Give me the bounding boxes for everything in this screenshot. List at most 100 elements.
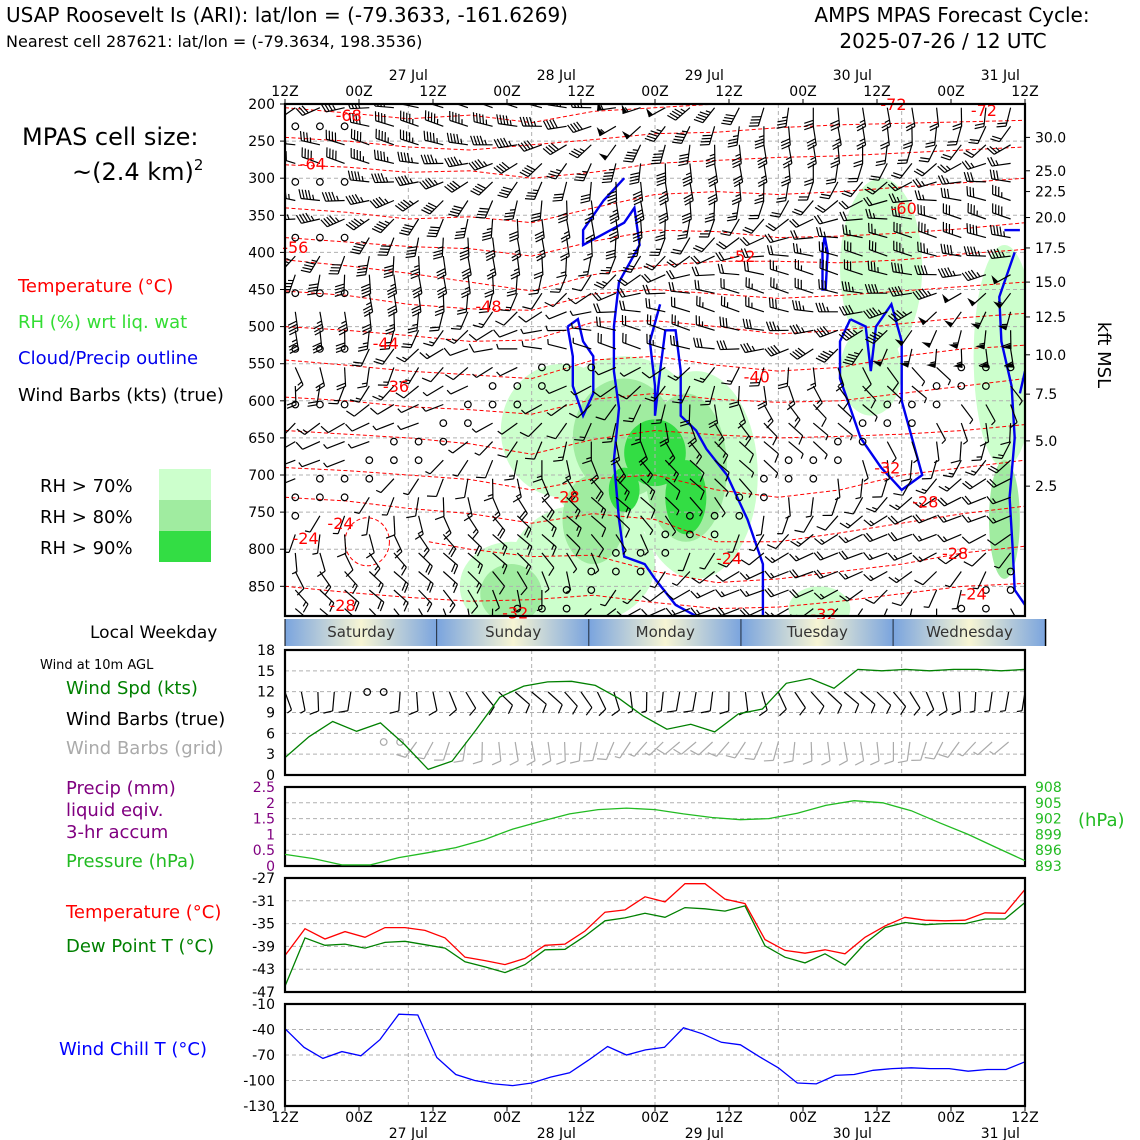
wind-barb: [967, 292, 987, 307]
wind-barb: [693, 367, 716, 383]
wind-barb: [553, 441, 568, 462]
wind-barb: [914, 265, 937, 276]
wind-barb: [571, 274, 592, 292]
wind-barb-grid: [783, 741, 796, 764]
weekday-segment: [437, 619, 590, 646]
y-tick-label: 2: [266, 796, 275, 812]
wind-barb: [638, 441, 648, 466]
wind-barb: [544, 292, 568, 308]
wind-barb: [951, 589, 962, 610]
wind-barb: [461, 274, 471, 299]
wind-barb: [891, 206, 913, 220]
wind-barb: [865, 208, 888, 220]
wind-barb: [340, 122, 349, 131]
wind-barb: [365, 474, 374, 483]
wind-barb: [472, 311, 494, 329]
wind-barb: [888, 285, 912, 297]
wind-barb: [782, 144, 793, 169]
wind-barb: [937, 533, 962, 543]
legend-cloud: Cloud/Precip outline: [18, 348, 198, 369]
precip-label-1: Precip (mm): [66, 778, 176, 799]
wind-barb: [312, 534, 321, 555]
wind-barb: [641, 273, 666, 283]
wind-barb: [932, 382, 941, 390]
wind-barb: [294, 608, 311, 616]
windchill-label: Wind Chill T (°C): [59, 1039, 207, 1060]
wind-barb: [319, 571, 332, 596]
station-title: USAP Roosevelt Is (ARI): lat/lon = (-79.…: [6, 3, 568, 27]
y-tick-label: -27: [252, 871, 275, 887]
y-tick-label: 1.5: [253, 812, 275, 828]
wind-barb: [468, 159, 493, 171]
weekday-segment: [741, 619, 894, 646]
wind-barb: [669, 335, 691, 350]
wind-barb: [765, 321, 789, 332]
wind-barb: [442, 534, 457, 558]
wind-spd-label: Wind Spd (kts): [66, 678, 198, 699]
wind-barb: [617, 274, 641, 287]
wind-barb: [345, 422, 370, 432]
wind-barb: [679, 404, 691, 427]
wind-barb: [403, 478, 420, 496]
wind-barb: [436, 274, 448, 299]
wind-barb: [987, 459, 1012, 474]
wind-barb: [474, 104, 493, 109]
wind-barb: [423, 329, 444, 347]
wind-barb-grid: [821, 741, 831, 766]
wind-barb: [444, 366, 469, 381]
wind-barb: [578, 255, 592, 277]
wind-barb: [315, 122, 324, 131]
wind-barb: [691, 266, 715, 277]
wind-barb: [677, 552, 691, 572]
wind-barb: [748, 200, 765, 220]
wind-barb: [332, 515, 346, 535]
wind-barb: [538, 604, 546, 613]
wind-barb: [982, 586, 990, 594]
wind-barb: [937, 175, 962, 185]
wind-barb: [363, 688, 372, 696]
pressure-tick-label: 400: [248, 245, 275, 261]
wind-barb: [566, 533, 581, 557]
wind-barb: [888, 310, 913, 323]
wind-barb: [935, 608, 938, 616]
wind-barb: [763, 459, 779, 479]
wind-barb: [616, 288, 641, 298]
wind-barb: [572, 337, 592, 350]
wind-barb: [926, 348, 938, 368]
wind-barb-grid: [744, 741, 763, 760]
wind-barb: [769, 259, 789, 276]
wind-barb: [325, 129, 345, 146]
wind-barb: [883, 419, 892, 428]
wind-barb: [698, 218, 716, 238]
wind-barb: [950, 441, 962, 464]
wind-barb: [622, 332, 641, 350]
isotherm-label: -52: [729, 247, 755, 266]
wind-barb: [818, 241, 839, 257]
wind-barb: [328, 385, 346, 405]
wind-barb: [424, 110, 444, 127]
pressure-tick-label: 550: [248, 357, 275, 373]
y-tick-label: -31: [252, 894, 275, 910]
pressure-label: Pressure (hPa): [66, 851, 195, 872]
wind-barb: [569, 310, 592, 317]
pressure-tick-label: 800: [248, 542, 275, 558]
wind-barb: [670, 296, 691, 313]
precip-label-2: liquid eqiv.: [66, 800, 163, 821]
wind-barb: [815, 302, 838, 313]
wind-barb: [925, 691, 935, 717]
wind-barb: [893, 478, 913, 496]
wind-barb: [834, 456, 842, 465]
wind-barb: [883, 400, 892, 409]
wind-barb: [640, 459, 654, 484]
wind-barb: [389, 437, 398, 446]
wind-barb: [439, 437, 448, 446]
wind-barb: [590, 478, 604, 502]
wind-barb: [975, 330, 987, 350]
wind-barb: [936, 422, 947, 445]
wind-barb: [805, 497, 814, 518]
y-tick-label: -43: [252, 962, 275, 978]
wind-barb: [960, 422, 969, 445]
wind-barb: [538, 363, 546, 372]
wind-barb: [651, 404, 666, 425]
